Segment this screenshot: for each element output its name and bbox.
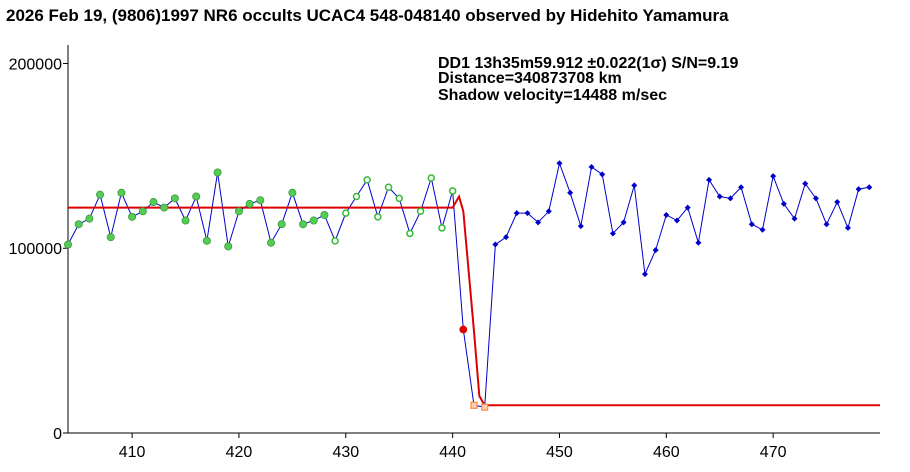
y-tick-label: 200000: [9, 56, 62, 73]
baseline-open-point: [427, 174, 436, 182]
baseline-point: [213, 168, 222, 177]
post-event-point: [513, 210, 520, 217]
baseline-point: [181, 216, 190, 225]
post-event-point: [556, 160, 563, 167]
baseline-open-point: [384, 183, 393, 192]
baseline-open-point: [374, 213, 382, 221]
baseline-point: [202, 236, 211, 245]
y-axis-ticks: 0 100000 200000: [9, 56, 68, 443]
observed-series: [67, 161, 870, 408]
post-event-point: [577, 223, 584, 230]
post-event-point: [727, 195, 734, 202]
baseline-point: [117, 188, 126, 197]
post-event-point: [823, 221, 830, 228]
y-tick-label: 0: [53, 426, 62, 443]
x-tick-label: 410: [119, 444, 146, 461]
post-event-point: [855, 186, 862, 193]
baseline-point: [149, 198, 158, 207]
post-event-point: [780, 200, 787, 207]
post-event-point: [631, 182, 638, 189]
post-event-point: [706, 176, 713, 183]
baseline-point: [309, 216, 318, 225]
baseline-point: [234, 207, 243, 216]
baseline-point: [128, 212, 137, 221]
shadow-velocity-annotation: Shadow velocity=14488 m/sec: [438, 87, 667, 104]
baseline-point: [138, 207, 147, 216]
baseline-open-point: [438, 224, 446, 232]
post-event-point: [834, 199, 841, 206]
baseline-point: [266, 238, 275, 247]
baseline-point: [224, 242, 233, 251]
baseline-open-point: [395, 194, 403, 203]
post-event-point: [844, 224, 851, 231]
post-event-point: [812, 195, 819, 202]
post-event-point: [802, 180, 809, 187]
data-points: [64, 160, 873, 411]
post-event-point: [503, 234, 510, 241]
baseline-open-point: [352, 192, 361, 201]
x-tick-label: 470: [760, 444, 787, 461]
post-event-point: [609, 230, 616, 237]
baseline-point: [170, 194, 179, 203]
baseline-point: [299, 220, 308, 229]
post-event-point: [674, 217, 680, 224]
baseline-point: [320, 210, 329, 219]
post-event-point: [716, 193, 723, 200]
post-event-point: [588, 163, 595, 170]
occulted-point: [481, 403, 489, 411]
baseline-point: [256, 196, 265, 205]
baseline-point: [277, 220, 286, 229]
post-event-point: [759, 226, 766, 233]
distance-annotation: Distance=340873708 km: [438, 70, 622, 87]
baseline-open-point: [416, 207, 425, 216]
x-axis-ticks: 410 420 430 440 450 460 470: [119, 433, 787, 461]
post-event-point: [567, 189, 574, 196]
post-event-point: [641, 271, 648, 278]
chart-title: 2026 Feb 19, (9806)1997 NR6 occults UCAC…: [6, 6, 729, 25]
x-tick-label: 450: [546, 444, 573, 461]
post-event-point: [695, 239, 702, 246]
post-event-point: [684, 204, 691, 211]
baseline-point: [192, 192, 201, 201]
post-event-point: [738, 184, 745, 191]
post-event-point: [492, 241, 499, 248]
x-tick-label: 420: [226, 444, 253, 461]
event-info: D​D1 13h35m59.912 ±0.022(1σ) S/N=9.19 Di…: [438, 55, 738, 104]
axes: [67, 45, 880, 434]
post-event-point: [599, 171, 606, 178]
baseline-open-point: [448, 187, 457, 195]
occulted-point: [470, 401, 478, 409]
post-event-point: [652, 247, 659, 254]
x-tick-label: 430: [332, 444, 359, 461]
baseline-point: [64, 240, 73, 249]
post-event-point: [791, 215, 798, 222]
baseline-open-point: [331, 237, 339, 245]
post-event-point: [535, 219, 542, 226]
baseline-point: [106, 233, 115, 242]
post-event-point: [770, 173, 777, 180]
baseline-point: [85, 214, 94, 223]
baseline-open-point: [406, 229, 414, 238]
post-event-point: [866, 184, 873, 191]
baseline-point: [160, 203, 169, 212]
baseline-point: [288, 188, 297, 197]
post-event-point: [748, 221, 755, 228]
event-time-annotation: D​D1 13h35m59.912 ±0.022(1σ) S/N=9.19: [438, 55, 738, 72]
baseline-open-point: [363, 176, 371, 184]
y-tick-label: 100000: [9, 241, 62, 258]
x-tick-label: 440: [439, 444, 466, 461]
baseline-point: [74, 220, 83, 229]
post-event-point: [663, 211, 670, 218]
observed-line: [67, 161, 870, 408]
post-event-point: [545, 208, 552, 215]
event-point: [459, 325, 468, 334]
x-tick-label: 460: [653, 444, 680, 461]
baseline-open-point: [342, 209, 350, 217]
baseline-point: [96, 190, 105, 199]
baseline-point: [245, 199, 254, 208]
post-event-point: [524, 210, 531, 217]
post-event-point: [620, 219, 627, 226]
